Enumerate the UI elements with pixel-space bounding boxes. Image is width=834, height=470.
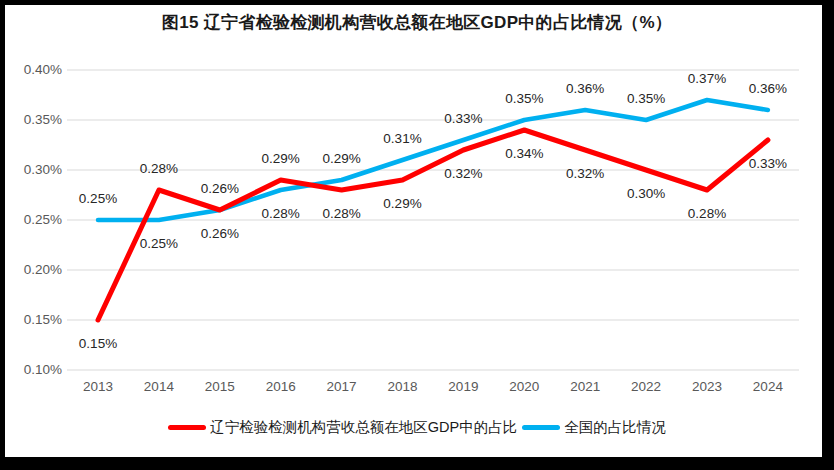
x-tick-label: 2015 bbox=[189, 378, 251, 396]
chart-figure: 图15 辽宁省检验检测机构营收总额在地区GDP中的占比情况（%） 0.40% 0.… bbox=[0, 0, 834, 470]
x-tick-label: 2018 bbox=[372, 378, 434, 396]
plot-area bbox=[0, 0, 834, 470]
x-tick-label: 2016 bbox=[250, 378, 312, 396]
x-tick-label: 2017 bbox=[311, 378, 373, 396]
y-tick-label: 0.25% bbox=[12, 211, 62, 229]
x-tick-label: 2024 bbox=[737, 378, 799, 396]
x-tick-label: 2019 bbox=[432, 378, 494, 396]
x-tick-label: 2020 bbox=[493, 378, 555, 396]
y-tick-label: 0.10% bbox=[12, 361, 62, 379]
legend-label-national: 全国的占比情况 bbox=[564, 418, 666, 437]
x-tick-label: 2014 bbox=[128, 378, 190, 396]
legend-item-national[interactable]: 全国的占比情况 bbox=[522, 418, 666, 437]
y-tick-label: 0.20% bbox=[12, 261, 62, 279]
y-tick-label: 0.30% bbox=[12, 161, 62, 179]
x-tick-label: 2013 bbox=[67, 378, 129, 396]
legend-label-liaoning: 辽宁检验检测机构营收总额在地区GDP中的占比 bbox=[210, 418, 517, 437]
legend-item-liaoning[interactable]: 辽宁检验检测机构营收总额在地区GDP中的占比 bbox=[168, 418, 517, 437]
x-tick-label: 2022 bbox=[615, 378, 677, 396]
y-tick-label: 0.15% bbox=[12, 311, 62, 329]
x-tick-label: 2021 bbox=[554, 378, 616, 396]
legend-line-red-icon bbox=[168, 425, 206, 430]
chart-title: 图15 辽宁省检验检测机构营收总额在地区GDP中的占比情况（%） bbox=[0, 11, 834, 34]
legend-line-blue-icon bbox=[522, 425, 560, 430]
legend: 辽宁检验检测机构营收总额在地区GDP中的占比 全国的占比情况 bbox=[0, 417, 834, 437]
series-line-liaoning[interactable] bbox=[98, 130, 768, 320]
y-tick-label: 0.40% bbox=[12, 61, 62, 79]
x-tick-label: 2023 bbox=[676, 378, 738, 396]
y-tick-label: 0.35% bbox=[12, 111, 62, 129]
